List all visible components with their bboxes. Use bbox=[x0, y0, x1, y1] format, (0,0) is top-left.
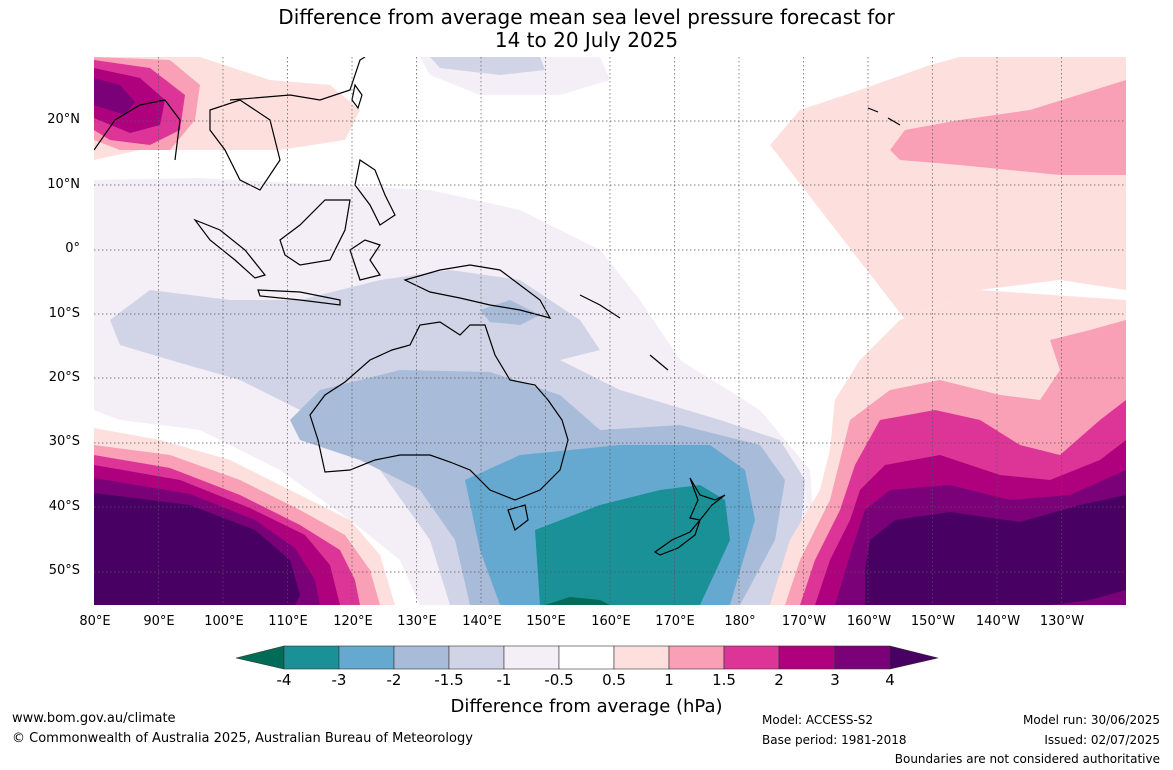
anomaly-pos-4-sw bbox=[94, 493, 300, 605]
lon-label: 150°E bbox=[526, 614, 566, 629]
colorbar-segment bbox=[834, 645, 891, 670]
colorbar-label: 1 bbox=[664, 671, 674, 689]
title-line-1: Difference from average mean sea level p… bbox=[278, 5, 895, 29]
lon-label: 130°E bbox=[397, 614, 437, 629]
anomaly-neg-3 bbox=[535, 485, 730, 605]
footer-copyright: © Commonwealth of Australia 2025, Austra… bbox=[12, 731, 473, 746]
anomaly-pos-4-pac bbox=[865, 495, 1126, 605]
colorbar-extend-low bbox=[235, 645, 285, 670]
colorbar-label: -2 bbox=[386, 671, 402, 689]
lon-label: 120°E bbox=[333, 614, 373, 629]
lon-label: 130°W bbox=[1039, 614, 1085, 629]
solomon-islands bbox=[579, 294, 621, 319]
lat-label: 40°S bbox=[48, 499, 80, 514]
lon-label: 140°E bbox=[462, 614, 502, 629]
colorbar-segment bbox=[778, 645, 836, 670]
china-coast bbox=[229, 57, 366, 101]
lat-label: 0° bbox=[65, 241, 80, 256]
colorbar-label: 1.5 bbox=[712, 671, 736, 689]
coastlines bbox=[94, 57, 901, 556]
anomaly-pos-1-pac bbox=[890, 80, 1126, 175]
colorbar-extend-high bbox=[889, 645, 939, 670]
colorbar bbox=[235, 645, 939, 670]
colorbar-label: 3 bbox=[830, 671, 840, 689]
new-zealand-south bbox=[653, 519, 701, 556]
footer-issued: Issued: 02/07/2025 bbox=[1044, 733, 1160, 747]
anomaly-neg-4 bbox=[545, 597, 610, 605]
lon-label: 160°E bbox=[591, 614, 631, 629]
taiwan-coast bbox=[351, 83, 363, 110]
colorbar-label: -1.5 bbox=[434, 671, 464, 689]
colorbar-title: Difference from average (hPa) bbox=[450, 696, 723, 717]
philippines-coast bbox=[354, 159, 396, 226]
lon-label: 160°W bbox=[846, 614, 892, 629]
lat-label: 10°S bbox=[48, 306, 80, 321]
colorbar-label: 4 bbox=[885, 671, 895, 689]
lat-label: 50°S bbox=[48, 563, 80, 578]
sumatra-coast bbox=[193, 218, 267, 279]
colorbar-segment bbox=[723, 645, 780, 670]
australia-coast bbox=[309, 321, 569, 501]
lon-label: 90°E bbox=[143, 614, 175, 629]
colorbar-segment bbox=[393, 645, 450, 670]
indochina-coast bbox=[209, 99, 281, 191]
java-coast bbox=[257, 289, 341, 306]
lat-label: 20°N bbox=[47, 112, 80, 127]
lon-label: 170°E bbox=[655, 614, 695, 629]
hawaii-islands bbox=[867, 107, 901, 126]
lat-label: 10°N bbox=[47, 177, 80, 192]
lon-label: 140°W bbox=[975, 614, 1021, 629]
lon-label: 150°W bbox=[910, 614, 956, 629]
lat-label: 30°S bbox=[48, 434, 80, 449]
footer-url: www.bom.gov.au/climate bbox=[12, 711, 176, 726]
colorbar-segment bbox=[668, 645, 725, 670]
title-line-2: 14 to 20 July 2025 bbox=[494, 28, 679, 52]
colorbar-label: -3 bbox=[331, 671, 347, 689]
lat-label: 20°S bbox=[48, 370, 80, 385]
new-caledonia bbox=[649, 354, 669, 371]
anomaly-pos-3-nw bbox=[94, 78, 135, 115]
colorbar-segment bbox=[503, 645, 560, 670]
map-field bbox=[94, 57, 1126, 605]
colorbar-segment bbox=[338, 645, 395, 670]
anomaly-neg-1-north bbox=[430, 57, 545, 75]
footer-base-period: Base period: 1981-2018 bbox=[762, 733, 907, 747]
lon-label: 80°E bbox=[79, 614, 111, 629]
lon-label: 100°E bbox=[204, 614, 244, 629]
colorbar-segment bbox=[613, 645, 670, 670]
colorbar-label: -4 bbox=[276, 671, 292, 689]
footer-model-run: Model run: 30/06/2025 bbox=[1022, 713, 1160, 727]
sulawesi-coast bbox=[349, 239, 381, 281]
new-guinea-coast bbox=[403, 264, 552, 319]
lon-label: 170°W bbox=[781, 614, 827, 629]
colorbar-label: -1 bbox=[496, 671, 512, 689]
borneo-coast bbox=[279, 199, 351, 266]
colorbar-segment bbox=[283, 645, 340, 670]
footer-model: Model: ACCESS-S2 bbox=[762, 713, 874, 727]
india-coast bbox=[94, 99, 181, 161]
new-zealand-north bbox=[689, 477, 726, 521]
lon-label: 180° bbox=[724, 614, 756, 629]
graticule bbox=[94, 57, 1126, 605]
colorbar-label: -0.5 bbox=[544, 671, 574, 689]
lon-label: 110°E bbox=[268, 614, 308, 629]
colorbar-label: 0.5 bbox=[602, 671, 626, 689]
colorbar-segment bbox=[558, 645, 615, 670]
colorbar-label: 2 bbox=[774, 671, 784, 689]
colorbar-segment bbox=[448, 645, 505, 670]
footer-disclaimer: Boundaries are not considered authoritat… bbox=[894, 752, 1160, 766]
